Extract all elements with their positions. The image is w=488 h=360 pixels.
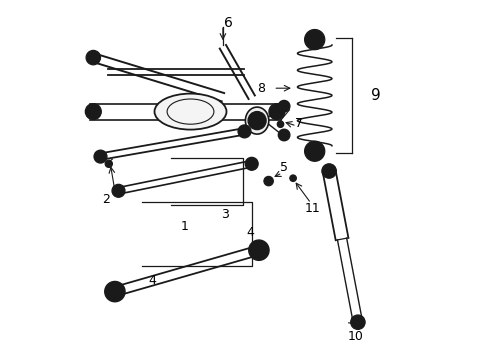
Circle shape xyxy=(265,179,270,184)
Text: 4: 4 xyxy=(245,226,253,239)
Text: 10: 10 xyxy=(347,330,363,343)
Circle shape xyxy=(350,315,365,329)
Ellipse shape xyxy=(245,107,268,134)
Circle shape xyxy=(94,150,107,163)
Circle shape xyxy=(85,104,101,120)
Circle shape xyxy=(248,240,268,260)
Text: 5: 5 xyxy=(280,161,287,174)
Circle shape xyxy=(278,129,289,141)
Circle shape xyxy=(244,157,258,170)
Circle shape xyxy=(105,160,112,167)
Circle shape xyxy=(112,184,125,197)
Circle shape xyxy=(86,50,101,65)
Text: 2: 2 xyxy=(102,193,110,206)
Text: 9: 9 xyxy=(370,88,380,103)
Text: 3: 3 xyxy=(220,208,228,221)
Circle shape xyxy=(104,282,125,302)
Circle shape xyxy=(264,176,273,186)
Circle shape xyxy=(238,125,250,138)
Circle shape xyxy=(289,175,296,181)
Circle shape xyxy=(304,30,324,50)
Circle shape xyxy=(304,141,324,161)
Text: 7: 7 xyxy=(294,117,302,130)
Text: 1: 1 xyxy=(181,220,189,233)
Circle shape xyxy=(309,34,320,45)
Ellipse shape xyxy=(154,94,226,130)
Text: 4: 4 xyxy=(148,274,156,287)
Circle shape xyxy=(321,164,336,178)
Circle shape xyxy=(278,100,289,112)
Text: 6: 6 xyxy=(224,17,232,30)
Circle shape xyxy=(252,116,261,125)
Circle shape xyxy=(277,121,283,127)
Text: 11: 11 xyxy=(305,202,320,215)
Text: 8: 8 xyxy=(257,82,265,95)
Circle shape xyxy=(268,104,284,120)
Circle shape xyxy=(309,146,320,157)
Circle shape xyxy=(247,112,265,130)
